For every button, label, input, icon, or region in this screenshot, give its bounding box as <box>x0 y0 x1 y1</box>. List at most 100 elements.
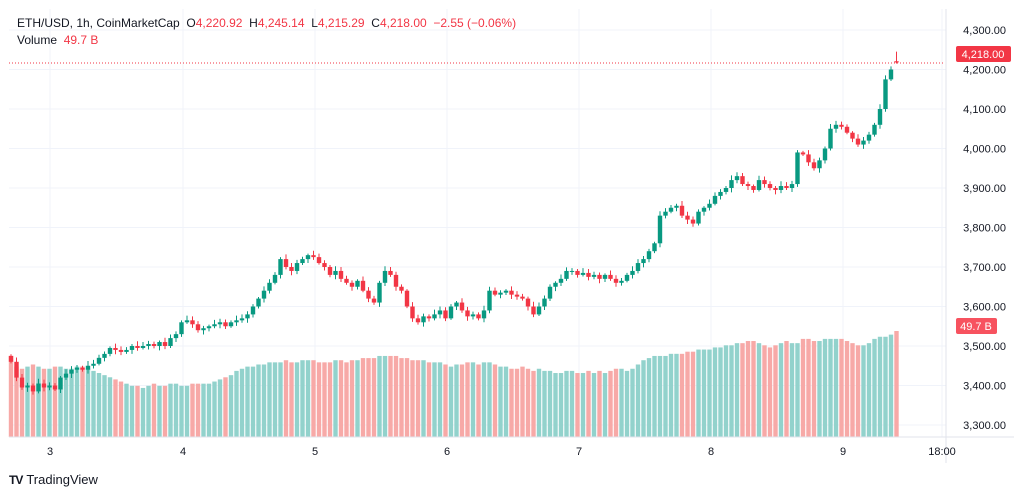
candle-body[interactable] <box>228 322 234 327</box>
candle-body[interactable] <box>718 191 723 196</box>
candle-body[interactable] <box>536 306 542 315</box>
candle-body[interactable] <box>129 346 135 350</box>
candle-body[interactable] <box>883 79 888 109</box>
candle-body[interactable] <box>47 385 52 388</box>
candle-body[interactable] <box>256 298 261 307</box>
candle-body[interactable] <box>465 310 470 317</box>
candle-body[interactable] <box>107 347 113 354</box>
candle-body[interactable] <box>822 148 828 161</box>
candle-body[interactable] <box>8 355 14 362</box>
candle-body[interactable] <box>602 274 608 279</box>
candle-body[interactable] <box>635 263 641 271</box>
candle-body[interactable] <box>619 280 624 283</box>
candle-body[interactable] <box>234 320 239 323</box>
candle-body[interactable] <box>547 286 553 299</box>
candle-body[interactable] <box>366 290 371 299</box>
candle-body[interactable] <box>525 298 531 307</box>
candle-body[interactable] <box>349 282 355 287</box>
candle-body[interactable] <box>894 61 899 63</box>
candle-body[interactable] <box>811 162 817 169</box>
candle-body[interactable] <box>245 314 250 319</box>
candle-body[interactable] <box>91 363 96 366</box>
candle-body[interactable] <box>514 294 520 297</box>
candle-body[interactable] <box>817 160 822 169</box>
candle-body[interactable] <box>773 188 778 190</box>
candle-body[interactable] <box>443 310 448 319</box>
candle-body[interactable] <box>795 152 800 185</box>
candle-body[interactable] <box>624 274 630 281</box>
candle-body[interactable] <box>404 290 410 307</box>
candle-body[interactable] <box>652 243 657 252</box>
candle-body[interactable] <box>316 257 322 264</box>
candle-body[interactable] <box>74 367 80 370</box>
candle-body[interactable] <box>338 270 344 279</box>
candle-body[interactable] <box>190 320 195 325</box>
candle-body[interactable] <box>855 138 861 145</box>
candle-body[interactable] <box>888 69 894 80</box>
candle-body[interactable] <box>388 270 393 275</box>
candle-body[interactable] <box>333 270 338 275</box>
candle-body[interactable] <box>426 316 432 319</box>
candle-body[interactable] <box>173 334 179 339</box>
candle-body[interactable] <box>569 270 575 272</box>
candle-body[interactable] <box>118 349 124 352</box>
candle-body[interactable] <box>140 346 146 348</box>
candle-body[interactable] <box>448 306 454 319</box>
candle-body[interactable] <box>283 259 289 267</box>
candle-body[interactable] <box>734 176 740 181</box>
candle-body[interactable] <box>542 298 547 307</box>
candle-body[interactable] <box>696 211 701 224</box>
time-axis[interactable]: 3 4 5 6 7 8 9 18:00 <box>47 446 956 458</box>
candle-body[interactable] <box>102 353 107 358</box>
candle-body[interactable] <box>877 109 883 125</box>
candle-body[interactable] <box>657 215 663 244</box>
candle-body[interactable] <box>212 324 217 327</box>
candle-body[interactable] <box>778 186 784 190</box>
candle-body[interactable] <box>872 124 877 135</box>
candle-body[interactable] <box>327 267 333 275</box>
candle-body[interactable] <box>19 377 25 388</box>
candle-body[interactable] <box>850 132 855 139</box>
candle-body[interactable] <box>806 154 811 163</box>
candle-body[interactable] <box>476 314 481 319</box>
candle-body[interactable] <box>866 134 872 141</box>
candle-body[interactable] <box>580 272 586 275</box>
candle-body[interactable] <box>278 259 283 275</box>
candle-body[interactable] <box>613 278 619 283</box>
candle-body[interactable] <box>399 286 404 291</box>
candle-body[interactable] <box>162 342 168 346</box>
candle-body[interactable] <box>25 385 30 388</box>
candle-body[interactable] <box>597 274 602 279</box>
candle-body[interactable] <box>184 320 190 323</box>
candle-body[interactable] <box>498 292 503 295</box>
candle-body[interactable] <box>432 314 437 319</box>
candle-body[interactable] <box>85 365 91 370</box>
candle-body[interactable] <box>586 272 591 277</box>
candle-body[interactable] <box>685 215 690 220</box>
candle-body[interactable] <box>294 263 300 271</box>
candle-body[interactable] <box>14 361 19 378</box>
candle-body[interactable] <box>481 310 487 319</box>
candle-body[interactable] <box>382 270 388 283</box>
candle-body[interactable] <box>487 290 492 311</box>
candle-body[interactable] <box>300 259 305 264</box>
candle-body[interactable] <box>575 270 580 275</box>
candle-body[interactable] <box>839 124 844 127</box>
candle-body[interactable] <box>30 385 36 392</box>
candle-body[interactable] <box>69 369 74 374</box>
candle-body[interactable] <box>503 290 509 293</box>
candle-body[interactable] <box>272 274 278 283</box>
candle-body[interactable] <box>591 274 597 277</box>
candle-body[interactable] <box>322 263 327 267</box>
candle-body[interactable] <box>712 195 718 204</box>
candle-body[interactable] <box>767 184 773 188</box>
candle-body[interactable] <box>135 346 140 348</box>
candle-body[interactable] <box>701 207 707 212</box>
candle-body[interactable] <box>861 140 866 145</box>
price-axis[interactable]: 4,300.00 4,200.00 4,100.00 4,000.00 3,900.00… <box>963 25 1006 432</box>
candle-body[interactable] <box>751 186 756 190</box>
candle-body[interactable] <box>844 126 850 133</box>
candle-body[interactable] <box>206 326 212 329</box>
candle-body[interactable] <box>745 184 751 187</box>
